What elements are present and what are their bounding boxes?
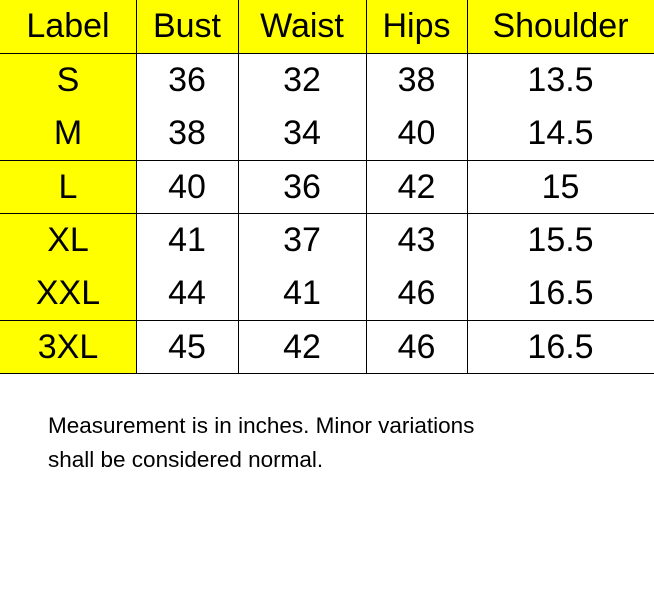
measurement-cell: 37	[283, 220, 321, 259]
measurement-note: Measurement is in inches. Minor variatio…	[48, 409, 474, 477]
measurement-cell: 36	[168, 61, 206, 99]
measurement-cell: 13.5	[527, 61, 594, 99]
measurement-cell: 44	[168, 274, 206, 313]
header-cell: Shoulder	[492, 7, 629, 45]
measurement-cell: 16.5	[527, 327, 594, 366]
row-divider	[0, 373, 654, 374]
measurement-cell: 15	[541, 167, 580, 206]
size-label-cell: 3XL	[37, 327, 99, 366]
note-line: shall be considered normal.	[48, 447, 324, 472]
row-divider	[0, 213, 654, 214]
measurement-cell: 41	[283, 274, 321, 313]
table-row: S 36 32 38 13.5	[0, 54, 654, 107]
size-label-cell: XXL	[35, 274, 101, 313]
table-row: L 40 36 42 15	[0, 161, 654, 214]
row-divider	[0, 160, 654, 161]
measurement-cell: 34	[283, 114, 321, 153]
measurement-cell: 42	[283, 327, 321, 366]
row-divider	[0, 53, 654, 54]
table-row: 3XL 45 42 46 16.5	[0, 321, 654, 374]
size-label-cell: XL	[47, 220, 89, 259]
size-label-cell: L	[58, 167, 78, 206]
measurement-cell: 46	[397, 327, 436, 366]
size-table: Label Bust Waist Hips Shoulder S 36 32 38 13…	[0, 0, 654, 374]
table-row: M 38 34 40 14.5	[0, 107, 654, 160]
size-label-cell: M	[53, 114, 83, 153]
header-row: Label Bust Waist Hips Shoulder	[0, 0, 654, 53]
table-row: XXL 44 41 46 16.5	[0, 267, 654, 320]
column-divider	[238, 0, 239, 374]
row-divider	[0, 320, 654, 321]
header-cell: Bust	[152, 7, 222, 45]
column-divider	[467, 0, 468, 374]
measurement-cell: 40	[168, 167, 206, 206]
measurement-cell: 40	[397, 114, 436, 153]
column-divider	[136, 0, 137, 374]
header-cell: Hips	[382, 7, 451, 45]
measurement-cell: 38	[168, 114, 206, 153]
measurement-cell: 45	[168, 327, 206, 366]
measurement-cell: 41	[168, 220, 206, 259]
measurement-cell: 15.5	[527, 220, 594, 259]
note-line: Measurement is in inches. Minor variatio…	[48, 413, 475, 438]
measurement-cell: 14.5	[527, 114, 594, 153]
measurement-cell: 36	[283, 167, 321, 206]
measurement-cell: 43	[397, 220, 436, 259]
table-row: XL 41 37 43 15.5	[0, 214, 654, 267]
measurement-cell: 46	[397, 274, 436, 313]
measurement-cell: 16.5	[527, 274, 594, 313]
measurement-cell: 32	[283, 61, 321, 99]
measurement-cell: 42	[397, 167, 436, 206]
header-background	[0, 0, 654, 53]
size-label-cell: S	[56, 61, 80, 99]
header-cell: Label	[26, 7, 110, 45]
column-divider	[366, 0, 367, 374]
header-cell: Waist	[260, 7, 344, 45]
measurement-cell: 38	[397, 61, 436, 99]
